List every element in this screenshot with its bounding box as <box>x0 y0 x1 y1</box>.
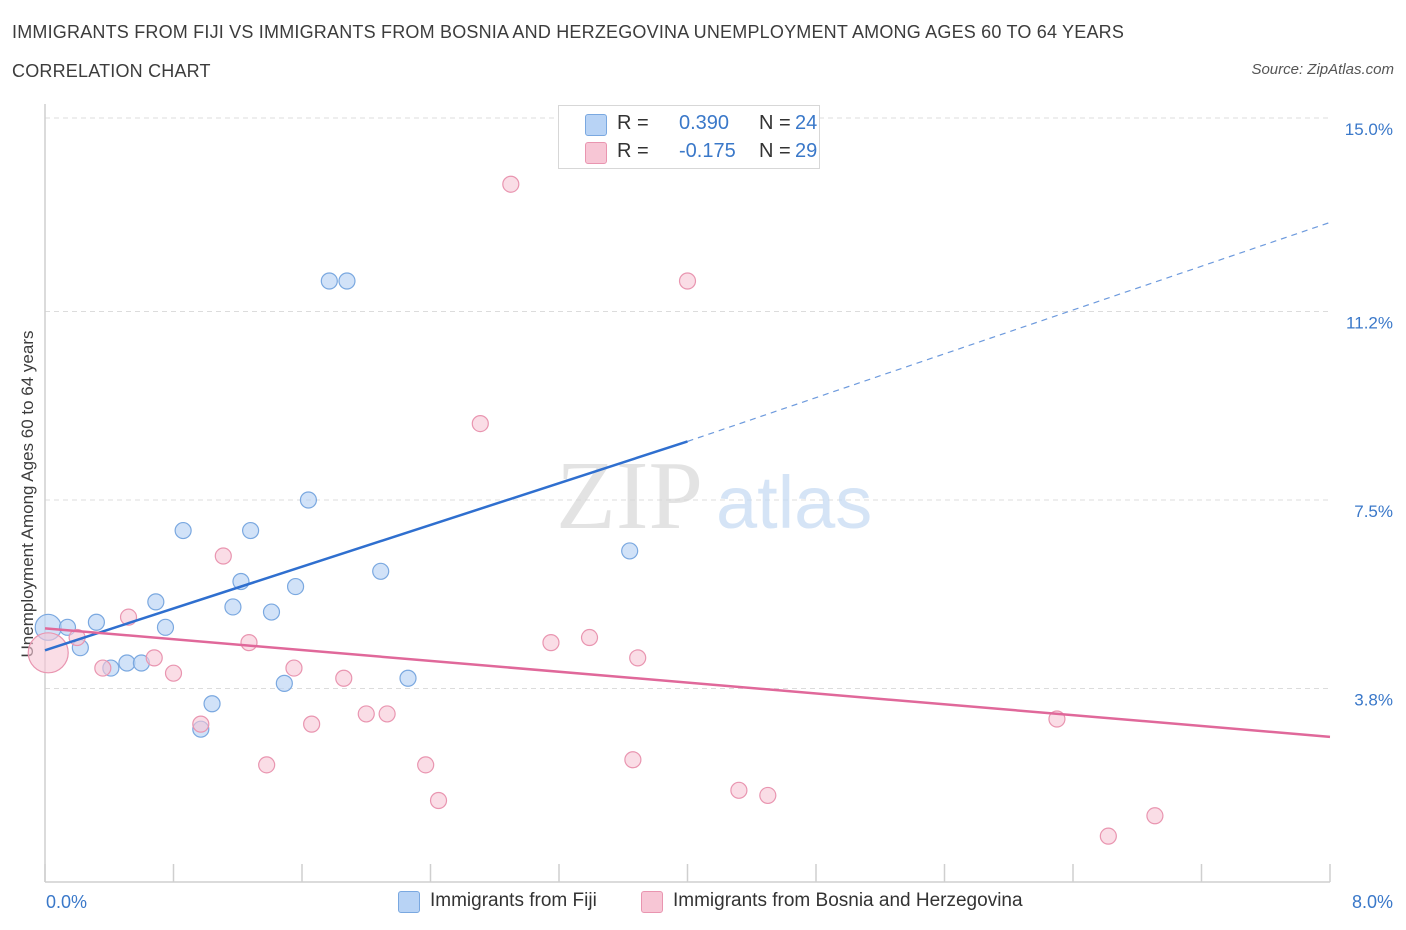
bosnia-point <box>94 659 112 677</box>
fiji-point <box>203 695 221 713</box>
bosnia-point <box>678 272 697 290</box>
bosnia-point <box>303 715 321 733</box>
fiji-point <box>174 521 192 540</box>
bosnia-point <box>335 669 353 687</box>
fiji-point <box>299 491 318 509</box>
bosnia-point <box>258 756 276 774</box>
bosnia-r-value: -0.175 <box>679 140 736 162</box>
fiji-point <box>156 618 175 636</box>
bosnia-trend-line <box>44 627 1331 739</box>
bosnia-point <box>240 634 258 652</box>
tick-labels: 3.8% 7.5% 11.2% 15.0% 0.0% 8.0% <box>46 120 1393 912</box>
fiji-point <box>87 613 106 631</box>
chart-subtitle: CORRELATION CHART <box>12 61 211 81</box>
bosnia-point <box>1099 827 1117 845</box>
fiji-point <box>372 562 390 580</box>
source-label: Source: ZipAtlas.com <box>1251 61 1394 78</box>
bosnia-point <box>759 786 777 805</box>
fiji-points <box>34 272 639 738</box>
fiji-n-label: N = <box>759 112 791 134</box>
fiji-point <box>118 654 136 672</box>
bosnia-n-label: N = <box>759 140 791 162</box>
bosnia-point <box>378 705 396 723</box>
bosnia-point <box>145 649 163 667</box>
bosnia-point <box>502 175 520 193</box>
bosnia-point <box>629 649 647 667</box>
fiji-point <box>320 272 338 290</box>
fiji-swatch <box>585 114 607 136</box>
y-tick-label: 7.5% <box>1354 502 1393 521</box>
bosnia-point <box>1146 807 1164 825</box>
fiji-point <box>147 593 165 611</box>
y-tick-label: 3.8% <box>1354 690 1393 709</box>
y-tick-label: 11.2% <box>1346 314 1393 333</box>
fiji-point <box>275 674 293 692</box>
legend-fiji-swatch <box>398 891 420 913</box>
fiji-n-value: 24 <box>795 112 818 134</box>
fiji-r-label: R = <box>617 112 649 134</box>
fiji-point <box>224 598 242 616</box>
fiji-point <box>621 542 639 560</box>
fiji-point <box>286 577 305 596</box>
fiji-trend-line <box>44 440 688 652</box>
y-tick-label: 15.0% <box>1345 120 1393 139</box>
bosnia-point <box>429 791 448 810</box>
x-tick-label-min: 0.0% <box>46 892 87 912</box>
stats-legend: R = 0.390 N = 24 R = -0.175 N = 29 <box>558 105 820 169</box>
fiji-point <box>338 272 356 290</box>
legend-fiji-label: Immigrants from Fiji <box>430 890 597 911</box>
bosnia-point <box>357 705 375 723</box>
fiji-point <box>242 521 260 540</box>
bosnia-n-value: 29 <box>795 140 818 162</box>
axes <box>44 104 1331 883</box>
bosnia-point <box>580 628 599 647</box>
bosnia-point <box>27 632 69 674</box>
bosnia-point <box>624 751 642 769</box>
watermark: ZIP atlas <box>556 442 872 550</box>
bosnia-swatch <box>585 142 607 164</box>
fiji-trend-extension <box>687 221 1331 442</box>
legend-bosnia-label: Immigrants from Bosnia and Herzegovina <box>673 890 1023 911</box>
legend-bosnia-swatch <box>641 891 663 913</box>
bosnia-r-label: R = <box>617 140 649 162</box>
bosnia-point <box>164 664 183 682</box>
bosnia-point <box>214 547 232 565</box>
bosnia-point <box>730 781 748 799</box>
bosnia-point <box>542 634 560 652</box>
fiji-r-value: 0.390 <box>679 112 730 134</box>
x-tick-label-max: 8.0% <box>1352 892 1393 912</box>
bosnia-point <box>285 659 303 677</box>
trend-lines <box>44 221 1331 739</box>
fiji-point <box>399 669 417 687</box>
chart-title: IMMIGRANTS FROM FIJI VS IMMIGRANTS FROM … <box>12 22 1125 42</box>
bosnia-point <box>192 715 210 733</box>
watermark-zip: ZIP <box>556 442 703 550</box>
bosnia-point <box>471 415 489 433</box>
watermark-atlas: atlas <box>716 461 872 544</box>
bosnia-point <box>417 756 435 774</box>
fiji-point <box>262 603 281 621</box>
